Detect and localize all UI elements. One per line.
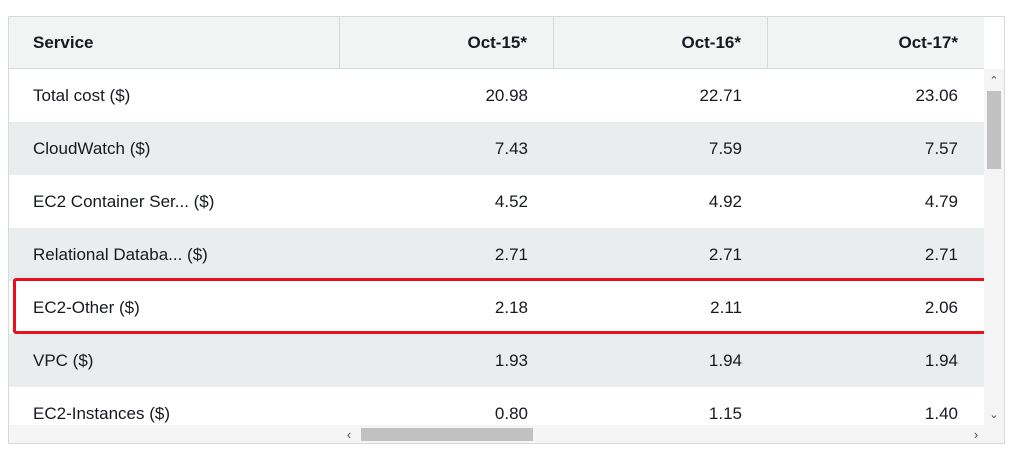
chevron-right-icon[interactable]: › <box>973 426 979 442</box>
value-cell: 2.71 <box>924 244 958 264</box>
value-cell: 22.71 <box>699 85 742 105</box>
value-cell: 2.71 <box>708 244 742 264</box>
value-cell: 2.11 <box>710 297 742 317</box>
value-cell: 1.93 <box>494 350 528 370</box>
value-cell: 1.15 <box>708 403 742 423</box>
vertical-scrollbar[interactable]: ⌃ ⌄ <box>984 69 1004 425</box>
value-cell: 7.43 <box>494 138 528 158</box>
column-header-service[interactable]: Service <box>9 17 340 68</box>
table-row: CloudWatch ($) 7.43 7.59 7.57 <box>9 122 984 175</box>
table-row: EC2-Instances ($) 0.80 1.15 1.40 <box>9 387 984 425</box>
value-cell: 20.98 <box>485 85 528 105</box>
service-cell: EC2-Instances ($) <box>33 403 170 423</box>
chevron-left-icon[interactable]: ‹ <box>346 426 352 442</box>
value-cell: 1.94 <box>924 350 958 370</box>
value-cell: 4.79 <box>924 191 958 211</box>
service-cell: Relational Databa... ($) <box>33 244 208 264</box>
value-cell: 7.57 <box>924 138 958 158</box>
table-body: Total cost ($) 20.98 22.71 23.06 CloudWa… <box>9 69 984 425</box>
value-cell: 1.40 <box>924 403 958 423</box>
column-header-oct-17[interactable]: Oct-17* <box>898 32 958 52</box>
table-row: EC2 Container Ser... ($) 4.52 4.92 4.79 <box>9 175 984 228</box>
horizontal-scroll-thumb[interactable] <box>361 428 533 441</box>
service-cell: EC2-Other ($) <box>33 297 140 317</box>
value-cell: 2.06 <box>924 297 958 317</box>
value-cell: 23.06 <box>915 85 958 105</box>
value-cell: 0.80 <box>494 403 528 423</box>
value-cell: 7.59 <box>708 138 742 158</box>
chevron-down-icon[interactable]: ⌄ <box>989 408 999 421</box>
cost-table: Service Oct-15* Oct-16* Oct-17* Total co… <box>8 16 1005 444</box>
value-cell: 4.52 <box>494 191 528 211</box>
value-cell: 2.18 <box>494 297 528 317</box>
column-header-oct-15[interactable]: Oct-15* <box>340 17 554 68</box>
service-cell: Total cost ($) <box>33 85 131 105</box>
value-cell: 2.71 <box>494 244 528 264</box>
vertical-scroll-thumb[interactable] <box>987 91 1001 169</box>
chevron-up-icon[interactable]: ⌃ <box>989 74 999 87</box>
value-cell: 1.94 <box>708 350 742 370</box>
service-cell: CloudWatch ($) <box>33 138 151 158</box>
table-row: VPC ($) 1.93 1.94 1.94 <box>9 334 984 387</box>
table-row-highlighted: EC2-Other ($) 2.18 2.11 2.06 <box>9 281 984 334</box>
service-cell: VPC ($) <box>33 350 94 370</box>
table-row: Total cost ($) 20.98 22.71 23.06 <box>9 69 984 122</box>
value-cell: 4.92 <box>708 191 742 211</box>
table-row: Relational Databa... ($) 2.71 2.71 2.71 <box>9 228 984 281</box>
column-header-oct-16[interactable]: Oct-16* <box>554 17 768 68</box>
service-cell: EC2 Container Ser... ($) <box>33 191 215 211</box>
table-header-row: Service Oct-15* Oct-16* Oct-17* <box>9 17 984 69</box>
horizontal-scrollbar[interactable]: ‹ › <box>9 425 1004 443</box>
